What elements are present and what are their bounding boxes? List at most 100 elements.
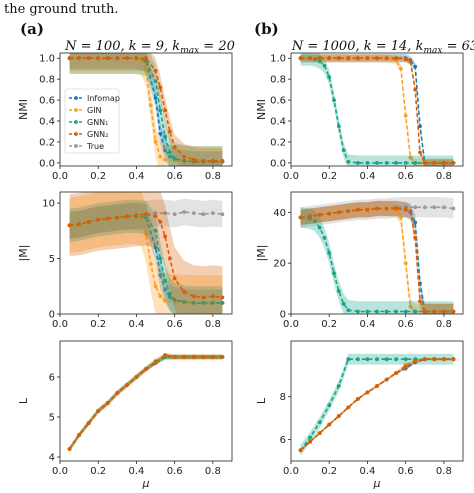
line-GNN1 — [299, 358, 454, 451]
x-tick-label: 0.0 — [283, 466, 299, 477]
point-GNN2 — [375, 384, 379, 388]
point-GNN2 — [201, 295, 206, 300]
point-GNN2 — [365, 207, 370, 212]
line-GNN2 — [300, 358, 454, 451]
point-GNN2 — [317, 431, 322, 435]
point-GNN2 — [317, 213, 322, 217]
x-tick-label: 0.6 — [167, 466, 183, 477]
point-GNN2 — [418, 150, 422, 155]
point-GNN2 — [220, 158, 225, 163]
point-GNN2 — [336, 210, 341, 215]
x-tick-label: 0.2 — [90, 466, 106, 477]
point-GNN2 — [125, 56, 129, 61]
point-GNN2 — [77, 222, 81, 227]
point-GIN — [403, 261, 408, 266]
point-GNN2 — [153, 68, 158, 73]
point-True — [432, 205, 437, 210]
point-GNN1 — [336, 124, 341, 129]
point-GNN1 — [172, 297, 177, 302]
point-GNN1 — [336, 384, 341, 388]
point-GNN2 — [182, 289, 187, 294]
point-GIN — [148, 103, 153, 108]
series-group — [67, 192, 225, 314]
point-GNN2 — [308, 214, 312, 219]
x-tick-label: 0.4 — [128, 171, 144, 182]
point-GNN1 — [211, 301, 215, 305]
point-GNN2 — [172, 145, 177, 150]
line-Infomap — [300, 358, 454, 451]
line-GIN — [300, 57, 454, 164]
y-tick-label: 20 — [273, 259, 286, 270]
subplot-a-mMm: 0.0 0.2 0.4 0.6 0.8 0 5 10 |M| — [17, 191, 233, 330]
point-True — [442, 205, 446, 210]
point-GNN2 — [403, 57, 408, 62]
x-tick-label: 0.8 — [436, 171, 452, 182]
x-tick-label: 0.6 — [167, 319, 183, 330]
y-tick-label: 4 — [49, 453, 55, 464]
x-tick-label: 0.0 — [283, 319, 299, 330]
band-Infomap — [300, 200, 454, 314]
panel-b-label: (b) — [254, 20, 279, 38]
point-GNN2 — [163, 234, 168, 239]
band-GNN1 — [300, 53, 454, 166]
point-GNN2 — [442, 357, 446, 362]
line-True — [300, 358, 454, 451]
x-tick-label: 0.6 — [398, 466, 414, 477]
point-GNN2 — [191, 157, 196, 162]
point-Infomap — [168, 295, 172, 300]
x-tick-label: 0.2 — [321, 319, 337, 330]
x-axis-label: μ — [142, 477, 150, 490]
y-tick-label: 40 — [273, 208, 286, 219]
point-GNN2 — [105, 56, 110, 61]
y-tick-label: 0 — [280, 310, 286, 321]
point-GNN2 — [336, 56, 341, 61]
legend: Infomap GIN GNN₁ GNN₂ True — [64, 88, 120, 154]
point-GNN2 — [394, 371, 398, 375]
point-GNN2 — [432, 357, 437, 362]
point-True — [211, 211, 215, 216]
panel-b-title: N = 1000, k = 14, kmax = 63 — [291, 39, 474, 56]
point-GNN2 — [191, 294, 196, 299]
point-GNN2 — [451, 357, 456, 362]
point-GNN2 — [394, 56, 398, 61]
point-GNN1 — [384, 309, 389, 314]
point-GNN1 — [341, 301, 346, 306]
point-GIN — [144, 232, 148, 237]
legend-marker — [74, 96, 78, 100]
point-GNN2 — [384, 377, 389, 382]
legend-marker — [74, 132, 78, 136]
point-GNN1 — [168, 150, 172, 155]
point-GNN2 — [163, 108, 168, 113]
point-GNN1 — [394, 161, 398, 165]
point-GNN1 — [327, 75, 332, 79]
point-GNN2 — [144, 56, 148, 61]
band-GIN — [300, 200, 454, 314]
point-GNN1 — [327, 403, 332, 408]
x-tick-label: 0.8 — [205, 171, 221, 182]
point-GNN2 — [67, 56, 72, 61]
point-GNN1 — [413, 161, 418, 165]
point-GNN2 — [365, 56, 370, 61]
point-GNN2 — [413, 235, 418, 240]
point-GNN1 — [317, 59, 322, 64]
point-GNN2 — [96, 409, 101, 413]
point-True — [201, 212, 206, 217]
point-GNN1 — [365, 161, 370, 165]
y-tick-label: 0.6 — [39, 96, 55, 107]
point-GNN2 — [298, 215, 303, 220]
y-axis-label: L — [17, 397, 30, 404]
point-GNN2 — [96, 217, 101, 222]
band-GNN2 — [69, 192, 223, 314]
point-GNN2 — [346, 405, 351, 410]
point-GNN2 — [418, 299, 422, 304]
point-GNN2 — [308, 439, 312, 444]
point-GNN2 — [442, 309, 446, 314]
legend-marker — [74, 144, 78, 148]
point-GNN2 — [451, 309, 456, 314]
point-GNN1 — [346, 357, 351, 362]
point-GNN2 — [422, 309, 427, 314]
point-Infomap — [163, 287, 168, 292]
point-Infomap — [413, 64, 418, 69]
series-group — [298, 197, 456, 314]
